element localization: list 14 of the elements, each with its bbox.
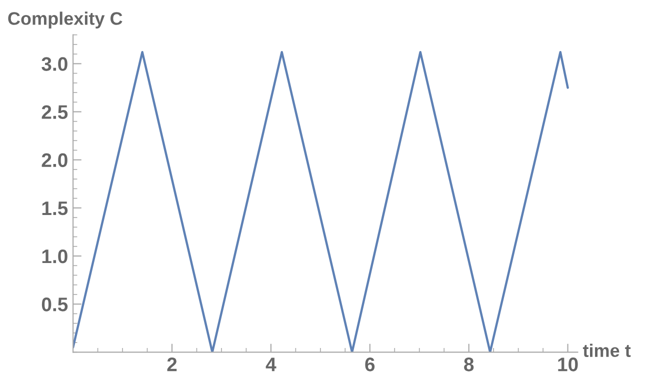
y-tick-label: 1.0 — [42, 249, 68, 264]
x-tick-label: 4 — [266, 358, 276, 372]
y-tick-label: 2.5 — [42, 105, 68, 119]
y-tick-label: 3.0 — [42, 57, 68, 71]
y-tick-label: 2.0 — [42, 153, 68, 168]
y-axis-title: Complexity C — [8, 12, 122, 28]
y-tick-label: 0.5 — [42, 298, 68, 312]
y-tick-label: 1.5 — [42, 202, 68, 216]
x-tick-label: 8 — [464, 358, 474, 372]
x-tick-label: 10 — [558, 358, 578, 372]
x-tick-label: 2 — [167, 358, 177, 372]
x-tick-label: 6 — [365, 358, 375, 372]
line-series — [73, 51, 569, 352]
x-axis-title: time t — [582, 344, 631, 358]
